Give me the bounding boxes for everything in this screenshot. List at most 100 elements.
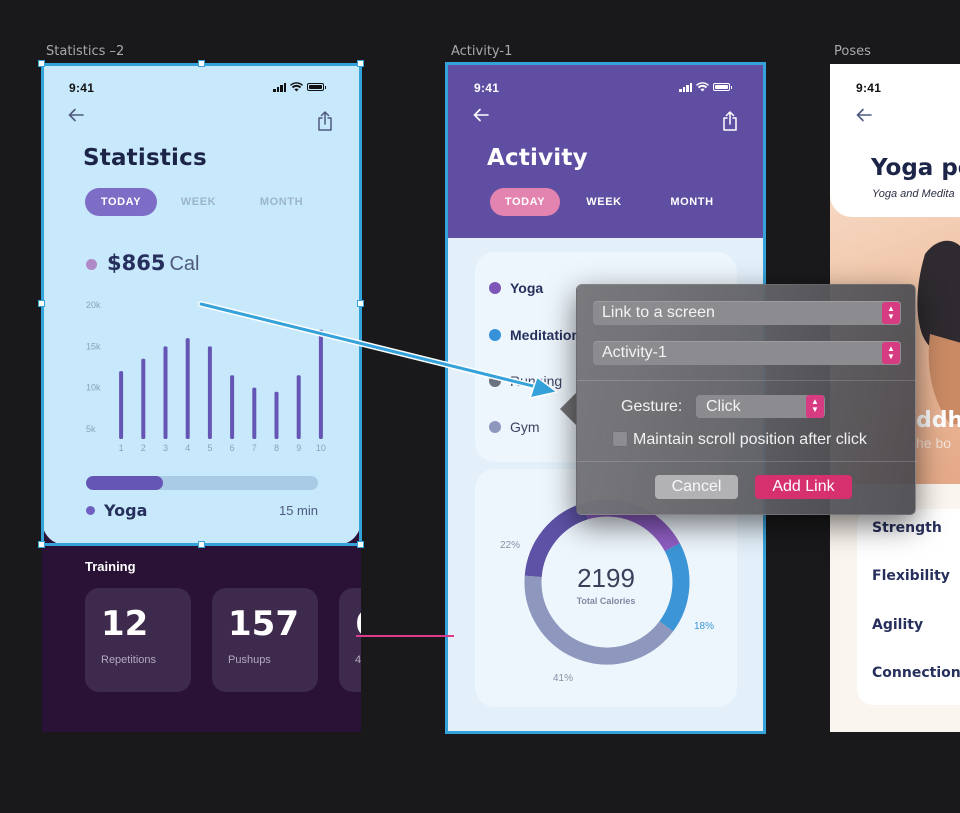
y-tick-label: 10k	[86, 383, 101, 393]
list-item-label: Meditation	[510, 327, 580, 343]
link-popover: Link to a screen ▲ ▼ Activity-1 ▲ ▼ Gestur…	[576, 284, 917, 515]
pose-overlay-title: ddh	[916, 408, 960, 433]
cancel-button[interactable]: Cancel	[655, 475, 738, 499]
pose-categories-list	[857, 509, 960, 705]
tab-month[interactable]: MONTH	[259, 196, 304, 208]
target-screen-select[interactable]: Activity-1 ▲ ▼	[593, 341, 901, 365]
x-tick-label: 9	[296, 443, 301, 453]
calories-summary: $865 Cal	[86, 251, 199, 276]
chart-bar	[274, 391, 279, 439]
activity-progress-fill	[86, 476, 163, 490]
period-tabs: TODAY WEEK MONTH	[85, 188, 323, 216]
chart-bar	[119, 371, 124, 439]
x-tick-label: 1	[119, 443, 124, 453]
resize-handle[interactable]	[38, 300, 45, 307]
back-arrow-icon[interactable]	[473, 108, 489, 122]
artboard-label-poses[interactable]: Poses	[834, 44, 871, 59]
status-time: 9:41	[474, 81, 500, 95]
calories-value: $865	[107, 251, 166, 275]
list-item-label: Yoga	[510, 280, 544, 296]
resize-handle[interactable]	[198, 60, 205, 67]
maintain-scroll-checkbox[interactable]	[612, 431, 628, 447]
link-type-select[interactable]: Link to a screen ▲ ▼	[593, 301, 901, 325]
x-tick-label: 6	[230, 443, 235, 453]
status-time: 9:41	[69, 81, 95, 95]
share-icon[interactable]	[317, 111, 333, 131]
x-tick-label: 10	[316, 443, 326, 453]
activity-dot-icon	[489, 282, 501, 294]
list-item-label: Gym	[510, 419, 540, 435]
chart-bar	[185, 338, 190, 439]
donut-percent-label: 18%	[694, 621, 715, 632]
activity-name: Yoga	[104, 501, 148, 520]
training-card[interactable]: 12 Repetitions	[85, 588, 191, 692]
activity-header: 9:41 Activity TODAY WEEK MONTH	[447, 64, 764, 238]
artboard-label-statistics[interactable]: Statistics –2	[46, 44, 125, 59]
maintain-scroll-label: Maintain scroll position after click	[633, 431, 867, 448]
back-arrow-icon[interactable]	[68, 108, 84, 122]
pose-category-item[interactable]: Connection	[872, 665, 960, 681]
tab-today[interactable]: TODAY	[490, 188, 560, 216]
chart-bar	[163, 346, 168, 439]
activity-row: Yoga 15 min	[86, 501, 318, 520]
divider	[577, 380, 917, 381]
resize-handle[interactable]	[357, 60, 364, 67]
y-tick-label: 5k	[86, 424, 96, 434]
resize-handle[interactable]	[38, 60, 45, 67]
tab-today[interactable]: TODAY	[85, 188, 157, 216]
poses-header-card: 9:41 Yoga po Yoga and Medita	[830, 64, 960, 217]
artboard-statistics[interactable]: 9:41 Statistics TODAY WEEK MONTH $865 Ca…	[42, 64, 361, 732]
training-card[interactable]: 6 4	[339, 588, 361, 692]
add-link-button[interactable]: Add Link	[755, 475, 852, 499]
resize-handle[interactable]	[198, 541, 205, 548]
pose-category-item[interactable]: Flexibility	[872, 568, 950, 584]
tab-month[interactable]: MONTH	[670, 196, 714, 208]
training-card-value: 157	[228, 604, 299, 644]
status-icons	[273, 82, 326, 92]
calories-bar-chart: 20k 15k 10k 5k 1 2 3 4 5 6 7 8 9 10	[86, 300, 326, 453]
chart-bar	[252, 387, 257, 439]
training-card-label: 4	[355, 654, 361, 666]
share-icon[interactable]	[722, 111, 738, 131]
y-tick-label: 20k	[86, 300, 101, 310]
pose-overlay-subtitle: he bo	[916, 435, 952, 451]
back-arrow-icon[interactable]	[856, 108, 872, 122]
activity-progress-bar	[86, 476, 318, 490]
training-card-value: 6	[355, 604, 361, 644]
chart-bar	[230, 375, 235, 439]
select-stepper-icon: ▲ ▼	[882, 302, 900, 324]
pose-category-item[interactable]: Strength	[872, 520, 942, 536]
resize-handle[interactable]	[357, 300, 364, 307]
link-type-value: Link to a screen	[602, 304, 715, 321]
list-item[interactable]: Yoga	[489, 280, 543, 296]
battery-icon	[307, 83, 326, 91]
activity-dot-icon	[489, 329, 501, 341]
list-item[interactable]: Gym	[489, 419, 540, 435]
chart-bar	[296, 375, 301, 439]
target-screen-value: Activity-1	[602, 344, 667, 361]
tab-week[interactable]: WEEK	[180, 196, 217, 208]
status-icons	[679, 82, 732, 92]
page-title: Activity	[487, 145, 588, 171]
resize-handle[interactable]	[38, 541, 45, 548]
training-card-label: Repetitions	[101, 654, 157, 666]
arrowhead-icon	[528, 375, 559, 400]
artboard-label-activity[interactable]: Activity-1	[451, 44, 513, 59]
calories-dot-icon	[86, 259, 97, 270]
donut-segment	[524, 503, 588, 578]
list-item[interactable]: Meditation	[489, 327, 580, 343]
resize-handle[interactable]	[357, 541, 364, 548]
tab-week[interactable]: WEEK	[586, 196, 622, 208]
gesture-select[interactable]: Click ▲ ▼	[696, 395, 825, 418]
select-stepper-icon: ▲ ▼	[882, 342, 900, 364]
popover-pointer	[560, 392, 577, 426]
y-tick-label: 15k	[86, 341, 101, 351]
pose-category-item[interactable]: Agility	[872, 617, 924, 633]
donut-segment	[659, 543, 690, 632]
donut-total-label: Total Calories	[576, 596, 636, 606]
training-card-label: Pushups	[228, 654, 271, 666]
divider	[577, 461, 917, 462]
x-tick-label: 2	[141, 443, 146, 453]
training-card[interactable]: 157 Pushups	[212, 588, 318, 692]
